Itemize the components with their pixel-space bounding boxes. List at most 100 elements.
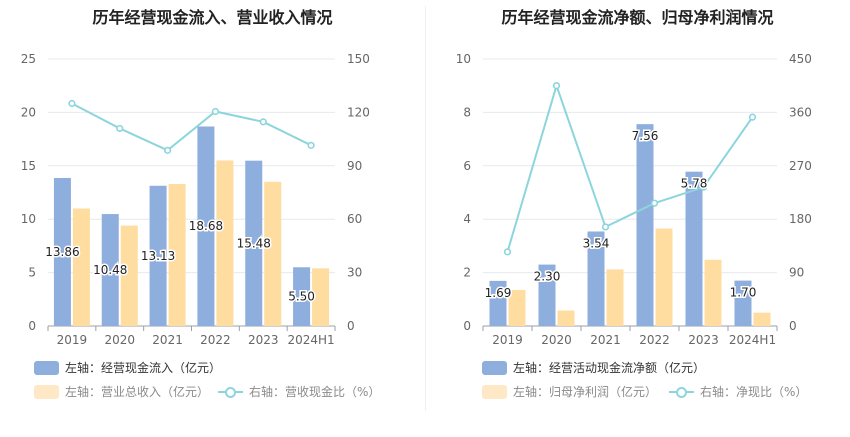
- bar: [293, 267, 311, 326]
- right-axis-tick-label: 450: [789, 52, 812, 66]
- bar: [312, 268, 330, 326]
- bar: [216, 160, 234, 326]
- right-axis-tick-label: 180: [789, 212, 812, 226]
- chart-svg: 0 0 5 30 10 60 15 90 20 120 25 150 2019 2020 2021 2022 2…: [21, 52, 370, 347]
- line-point: [503, 248, 512, 256]
- legend-swatch: [482, 384, 507, 399]
- right-axis-tick-label: 360: [789, 105, 812, 119]
- bar: [557, 310, 575, 326]
- line-point: [116, 124, 124, 133]
- data-label: 2.30: [534, 270, 561, 284]
- bar: [734, 280, 752, 326]
- bar: [587, 231, 605, 326]
- legend-item-line[interactable]: 右轴：净现比（%）: [669, 383, 807, 400]
- right-axis-tick-label: 90: [347, 159, 362, 173]
- legend-item-bar-secondary[interactable]: 左轴：归母净利润（亿元）: [482, 383, 657, 400]
- legend-label: 左轴：归母净利润（亿元）: [513, 385, 658, 399]
- legend-swatch: [482, 360, 507, 375]
- left-axis-tick-label: 10: [21, 212, 36, 226]
- x-axis-tick-label: 2023: [688, 333, 719, 347]
- chart-svg: 0 0 2 90 4 180 6 270 8 360 10 450 2019 2020 2021 2022 20…: [456, 52, 812, 347]
- bar: [168, 183, 186, 326]
- bar: [655, 228, 673, 326]
- bar: [538, 264, 556, 326]
- line-point: [748, 113, 757, 121]
- right-axis-tick-label: 120: [347, 105, 370, 119]
- line-point: [601, 223, 610, 231]
- data-label: 7.56: [632, 129, 659, 143]
- legend-item-line[interactable]: 右轴：营收现金比（%）: [218, 383, 380, 400]
- right-axis-tick-label: 60: [347, 212, 362, 226]
- legend-label: 左轴：经营现金流入（亿元）: [65, 361, 222, 375]
- bar: [264, 181, 282, 326]
- bar: [508, 289, 526, 326]
- chart-panel-left: 历年经营现金流入、营业收入情况 0 0 5 30 10 60 15 90 20 120 25 150 2…: [21, 8, 381, 400]
- line-point: [552, 82, 561, 90]
- bar: [753, 312, 771, 326]
- right-axis-tick-label: 30: [347, 266, 362, 280]
- data-label: 10.48: [93, 263, 127, 277]
- x-axis-tick-label: 2022: [639, 333, 670, 347]
- legend-swatch: [34, 360, 59, 375]
- right-axis-tick-label: 150: [347, 52, 370, 66]
- x-axis-tick-label: 2020: [104, 333, 135, 347]
- left-axis-tick-label: 4: [463, 212, 471, 226]
- legend-label: 左轴：营业总收入（亿元）: [65, 385, 210, 399]
- panel-divider: [425, 6, 426, 411]
- data-label: 13.13: [141, 249, 175, 263]
- data-label: 1.70: [730, 286, 757, 300]
- line-point: [650, 199, 659, 207]
- data-label: 3.54: [583, 236, 610, 250]
- x-axis-tick-label: 2022: [200, 333, 231, 347]
- chart-title: 历年经营现金流入、营业收入情况: [92, 8, 333, 27]
- legend-item-bar-primary[interactable]: 左轴：经营活动现金流净额（亿元）: [482, 359, 705, 376]
- data-label: 5.78: [681, 177, 708, 191]
- bar: [149, 185, 167, 326]
- data-label: 5.50: [288, 290, 315, 304]
- bar: [120, 225, 138, 326]
- legend-line-swatch: [669, 385, 694, 399]
- bar: [53, 177, 71, 326]
- legend-label: 左轴：经营活动现金流净额（亿元）: [513, 361, 706, 375]
- chart-panel-right: 历年经营现金流净额、归母净利润情况 0 0 2 90 4 180 6 270 8 360 10 450…: [425, 0, 850, 437]
- data-label: 18.68: [189, 219, 223, 233]
- legend-swatch: [34, 384, 59, 399]
- left-axis-tick-label: 20: [21, 105, 36, 119]
- series-line: [71, 102, 312, 152]
- bar: [489, 280, 507, 326]
- right-axis-tick-label: 0: [789, 319, 797, 333]
- x-axis-tick-label: 2024H1: [729, 333, 776, 347]
- legend-item-bar-secondary[interactable]: 左轴：营业总收入（亿元）: [34, 383, 209, 400]
- line-point: [259, 118, 267, 126]
- bar: [101, 214, 119, 326]
- bar: [685, 171, 703, 326]
- bar: [704, 259, 722, 326]
- x-axis-tick-label: 2021: [152, 333, 183, 347]
- chart-title: 历年经营现金流净额、归母净利润情况: [501, 8, 774, 27]
- x-axis-tick-label: 2021: [590, 333, 621, 347]
- line-point: [68, 99, 76, 108]
- bar: [636, 124, 654, 326]
- x-axis-tick-label: 2019: [57, 333, 88, 347]
- line-point: [307, 141, 315, 149]
- line-point: [163, 146, 172, 154]
- left-axis-tick-label: 15: [21, 159, 36, 173]
- left-axis-tick-label: 25: [21, 52, 36, 66]
- legend-item-bar-primary[interactable]: 左轴：经营现金流入（亿元）: [34, 359, 221, 376]
- bar: [606, 269, 624, 326]
- bar: [245, 160, 263, 326]
- left-axis-tick-label: 5: [28, 266, 36, 280]
- left-axis-tick-label: 6: [463, 159, 471, 173]
- x-axis-tick-label: 2023: [248, 333, 279, 347]
- left-axis-tick-label: 0: [28, 319, 36, 333]
- bar: [72, 208, 90, 326]
- x-axis-tick-label: 2019: [492, 333, 523, 347]
- data-label: 15.48: [237, 236, 271, 250]
- legend-line-swatch: [218, 385, 243, 399]
- x-axis-tick-label: 2024H1: [287, 333, 334, 347]
- right-axis-tick-label: 270: [789, 159, 812, 173]
- line-point: [699, 183, 708, 191]
- data-label: 13.86: [45, 245, 79, 259]
- x-axis-tick-label: 2020: [541, 333, 572, 347]
- left-axis-tick-label: 2: [463, 266, 471, 280]
